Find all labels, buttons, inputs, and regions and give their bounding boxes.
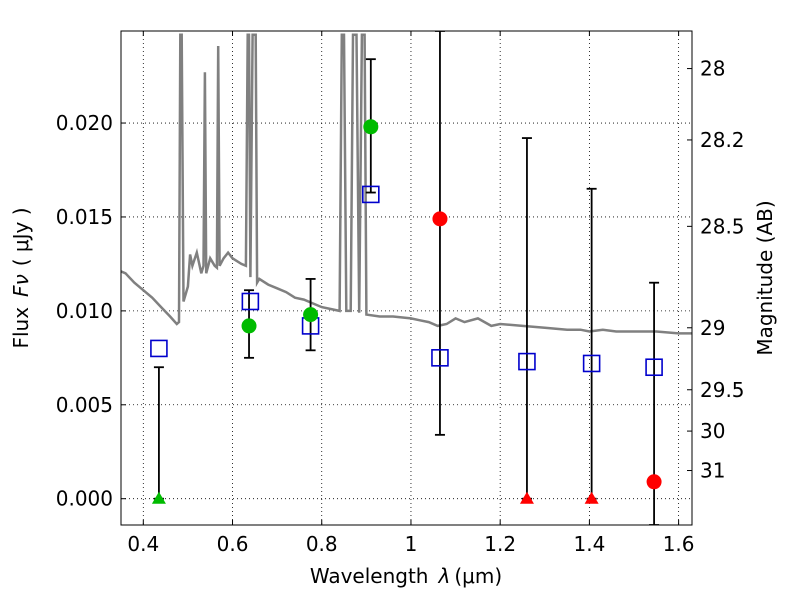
plot-frame <box>120 30 693 526</box>
upper_limit_red-triangle <box>519 491 534 504</box>
upper_limit_red-triangle <box>584 491 599 504</box>
model-photometry-square <box>241 292 260 311</box>
y-axis-ticks: 0.000 0.005 0.010 0.015 0.020 <box>56 111 126 511</box>
x-axis-ticks: 0.4 0.6 0.8 1 1.2 1.4 1.6 <box>127 31 695 556</box>
right-tick-label: 30 <box>700 419 725 443</box>
right-tick-label: 31 <box>700 459 725 483</box>
observed_detection-point <box>363 119 379 135</box>
right-tick-label: 28 <box>700 57 725 81</box>
right-tick-label: 28.5 <box>700 214 745 238</box>
plot-area <box>121 31 692 525</box>
x-tick-label: 1.4 <box>573 532 605 556</box>
y-tick-label: 0.005 <box>56 393 113 417</box>
y-axis-label: FluxFν( μJy ) <box>9 207 33 348</box>
model-photometry-square <box>645 358 663 377</box>
right-tick-label: 29.5 <box>700 378 745 402</box>
right-axis-ticks: 28 28.2 28.5 29 29.5 30 31 <box>687 57 745 483</box>
model-photometry-square <box>582 354 601 373</box>
observed_nondetection-point <box>646 474 662 490</box>
x-axis-label: Wavelength λ (μm) <box>310 564 502 588</box>
observed_detection-point <box>303 307 319 323</box>
right-axis-label: Magnitude (AB) <box>753 200 777 355</box>
model-photometry-square <box>362 185 380 204</box>
observed_detection-point <box>241 318 257 334</box>
x-tick-label: 0.6 <box>217 532 249 556</box>
right-tick-label: 29 <box>700 316 725 340</box>
right-tick-label: 28.2 <box>700 128 745 152</box>
model-sed-line <box>121 33 692 335</box>
observed_nondetection-point <box>432 211 448 227</box>
x-tick-label: 1 <box>405 532 418 556</box>
model-photometry-square <box>150 339 168 358</box>
y-tick-label: 0.000 <box>56 487 113 511</box>
model-photometry-square <box>518 352 536 371</box>
y-tick-label: 0.010 <box>56 299 113 323</box>
x-tick-label: 1.2 <box>484 532 516 556</box>
x-tick-label: 0.4 <box>127 532 159 556</box>
x-tick-label: 0.8 <box>306 532 338 556</box>
x-tick-label: 1.6 <box>663 532 695 556</box>
marker-layer <box>150 119 663 504</box>
y-tick-label: 0.020 <box>56 111 113 135</box>
model-sed-layer <box>121 33 692 335</box>
y-tick-label: 0.015 <box>56 205 113 229</box>
model-photometry-square <box>431 349 449 367</box>
upper_limit_green-triangle <box>151 491 166 504</box>
